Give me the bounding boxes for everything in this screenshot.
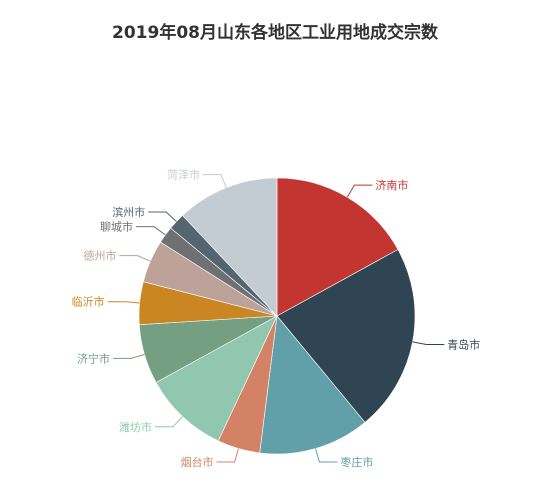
slice-label: 滨州市 — [112, 205, 145, 219]
pie-slice[interactable] — [276, 249, 416, 423]
slice-label: 枣庄市 — [340, 455, 373, 469]
slice-label: 德州市 — [84, 249, 117, 263]
slice-label: 菏泽市 — [167, 168, 200, 182]
label-leader-line — [412, 341, 445, 345]
slice-label: 临沂市 — [72, 295, 105, 309]
label-leader-line — [346, 184, 373, 198]
slice-label: 聊城市 — [100, 220, 133, 234]
slice-label: 青岛市 — [447, 337, 480, 351]
chart-title: 2019年08月山东各地区工业用地成交宗数 — [112, 23, 438, 43]
pie-slice[interactable] — [259, 315, 366, 455]
label-leader-line — [148, 211, 177, 222]
label-leader-line — [154, 416, 183, 428]
label-leader-line — [136, 226, 166, 236]
label-leader-line — [315, 448, 338, 463]
label-leader-line — [107, 301, 140, 304]
pie-slice[interactable] — [155, 315, 278, 442]
label-leader-line — [203, 174, 227, 188]
pie-slices — [138, 177, 416, 455]
slice-label: 烟台市 — [181, 455, 214, 469]
slice-label: 济宁市 — [77, 351, 110, 365]
label-leader-line — [119, 255, 151, 262]
label-leader-line — [216, 448, 239, 463]
slice-label: 济南市 — [375, 178, 408, 192]
slice-label: 潍坊市 — [119, 420, 152, 434]
label-leader-line — [113, 354, 145, 359]
pie-slice[interactable] — [182, 177, 278, 317]
